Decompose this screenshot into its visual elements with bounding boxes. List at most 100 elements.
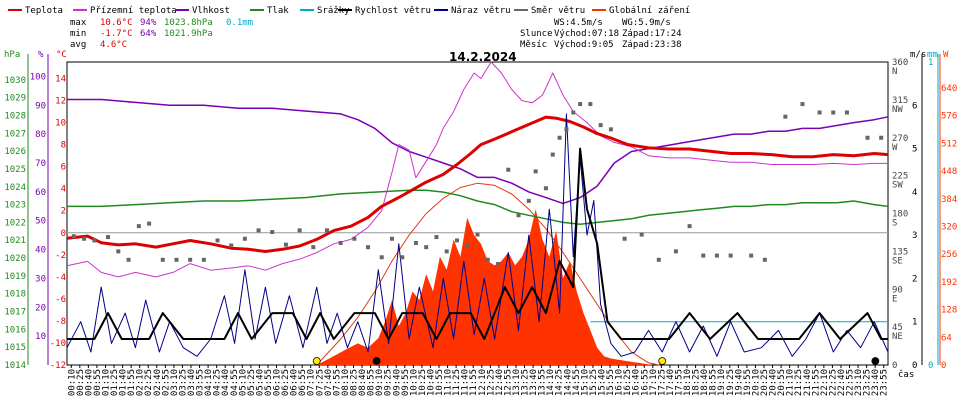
wind-dir-point-19 <box>311 245 316 250</box>
moon-label: Měsíc <box>520 40 547 50</box>
hpa-axis-tick-1: 1029 <box>4 94 26 104</box>
wind-dir-point-58 <box>762 257 767 262</box>
wind-dir-point-24 <box>379 255 384 260</box>
wind-dir-point-52 <box>673 249 678 254</box>
x-label-26: 06:40 <box>290 369 300 396</box>
wind-dir-point-15 <box>256 228 261 233</box>
rad-axis-tick-9: 64 <box>941 333 952 343</box>
x-label-8: 02:10 <box>136 369 146 396</box>
wind-dir-point-62 <box>831 110 836 115</box>
wind-dir-point-53 <box>687 224 692 229</box>
wind-dir-point-57 <box>749 253 754 258</box>
x-label-47: 11:55 <box>469 369 479 396</box>
rad-axis-tick-6: 256 <box>941 250 957 260</box>
x-label-48: 12:10 <box>478 369 488 396</box>
wind-dir-point-39 <box>533 169 538 174</box>
x-label-71: 17:55 <box>675 369 685 396</box>
ws-axis-tick-0: 6 <box>912 101 917 111</box>
ws-axis-tick-2: 4 <box>912 188 917 198</box>
dir-axis-lab-0: N <box>892 67 897 77</box>
unit-mm: mm <box>927 50 938 60</box>
x-label-4: 01:10 <box>102 369 112 396</box>
wind-dir-point-6 <box>136 224 141 229</box>
temp-axis-tick-1: 12 <box>55 97 66 107</box>
ws-axis-tick-4: 2 <box>912 274 917 284</box>
stat-min-press: 1021.9hPa <box>164 29 213 39</box>
stat-avg-label: avg <box>70 40 86 50</box>
stat-max-hum: 94% <box>140 18 157 28</box>
legend-label-1: Přízemní teplota <box>90 6 177 16</box>
feels-like-line <box>66 61 888 278</box>
wind-dir-point-32 <box>465 243 470 248</box>
x-label-3: 00:55 <box>93 369 103 396</box>
x-label-64: 16:10 <box>615 369 625 396</box>
x-label-88: 22:10 <box>820 369 830 396</box>
wind-dir-point-49 <box>622 236 627 241</box>
x-label-23: 05:55 <box>264 369 274 396</box>
x-axis: 00:1000:2500:4000:5501:1001:2501:4001:55… <box>67 365 890 396</box>
wind-dir-point-61 <box>817 110 822 115</box>
x-label-22: 05:40 <box>255 369 265 396</box>
temp-axis-tick-9: -4 <box>55 273 66 283</box>
pct-axis-tick-8: 20 <box>35 303 46 313</box>
x-label-41: 10:25 <box>418 369 428 396</box>
ws-axis-tick-3: 3 <box>912 231 917 241</box>
sun-moon-marker-0 <box>312 357 321 365</box>
pct-axis-tick-3: 70 <box>35 159 46 169</box>
wind-dir-point-27 <box>413 240 418 245</box>
x-label-83: 20:55 <box>777 369 787 396</box>
sun-label: Slunce <box>520 29 553 39</box>
wind-dir-point-2 <box>92 238 97 243</box>
pct-axis-tick-5: 50 <box>35 217 46 227</box>
x-label-55: 13:55 <box>538 369 548 396</box>
sun-moon-marker-2 <box>658 357 667 365</box>
x-label-72: 18:10 <box>683 369 693 396</box>
wind-dir-point-16 <box>270 230 275 235</box>
x-label-24: 06:10 <box>273 369 283 396</box>
pct-axis-tick-6: 40 <box>35 246 46 256</box>
pct-axis-tick-4: 60 <box>35 188 46 198</box>
wind-dir-point-23 <box>366 245 371 250</box>
wind-dir-point-35 <box>496 262 501 266</box>
x-label-5: 01:25 <box>110 369 120 396</box>
legend-label-2: Vlhkost <box>192 6 230 16</box>
wind-dir-point-21 <box>338 240 343 245</box>
x-label-76: 19:10 <box>717 369 727 396</box>
hpa-axis-tick-5: 1025 <box>4 165 26 175</box>
stat-min-hum: 64% <box>140 29 157 39</box>
x-label-66: 16:40 <box>632 369 642 396</box>
rad-axis-tick-0: 640 <box>941 84 957 94</box>
temp-axis-tick-8: -2 <box>55 251 66 261</box>
wind-dir-point-60 <box>800 102 805 107</box>
x-label-60: 15:10 <box>580 369 590 396</box>
wind-dir-point-20 <box>324 228 329 233</box>
x-label-12: 03:10 <box>170 369 180 396</box>
radiation-area <box>316 209 652 365</box>
wind-dir-point-7 <box>147 221 152 226</box>
wind-dir-point-51 <box>656 257 661 262</box>
wind-dir-point-56 <box>728 253 733 258</box>
pct-axis-tick-7: 30 <box>35 274 46 284</box>
hpa-axis-tick-16: 1014 <box>4 361 26 371</box>
temp-axis-tick-4: 6 <box>61 163 66 173</box>
wind-dir-point-14 <box>242 236 247 241</box>
unit-time: čas <box>898 369 914 380</box>
x-label-82: 20:40 <box>769 369 779 396</box>
mm-axis-tick-0: 1 <box>928 58 933 68</box>
wind-dir-point-40 <box>543 186 548 191</box>
stat-min-label: min <box>70 29 86 39</box>
wind-dir-point-1 <box>82 236 87 241</box>
x-label-38: 09:40 <box>392 369 402 396</box>
x-label-89: 22:25 <box>828 369 838 396</box>
rad-axis-tick-4: 384 <box>941 195 957 205</box>
hpa-axis-tick-0: 1030 <box>4 76 26 86</box>
pct-axis-tick-9: 10 <box>35 332 46 342</box>
x-label-40: 10:10 <box>409 369 419 396</box>
x-label-63: 15:55 <box>606 369 616 396</box>
wind-dir-point-38 <box>526 198 531 203</box>
wind-gust-info: WG:5.9m/s <box>622 18 671 28</box>
x-label-16: 04:10 <box>204 369 214 396</box>
hpa-axis-tick-11: 1019 <box>4 272 26 282</box>
x-label-13: 03:25 <box>179 369 189 396</box>
x-label-91: 22:55 <box>846 369 856 396</box>
